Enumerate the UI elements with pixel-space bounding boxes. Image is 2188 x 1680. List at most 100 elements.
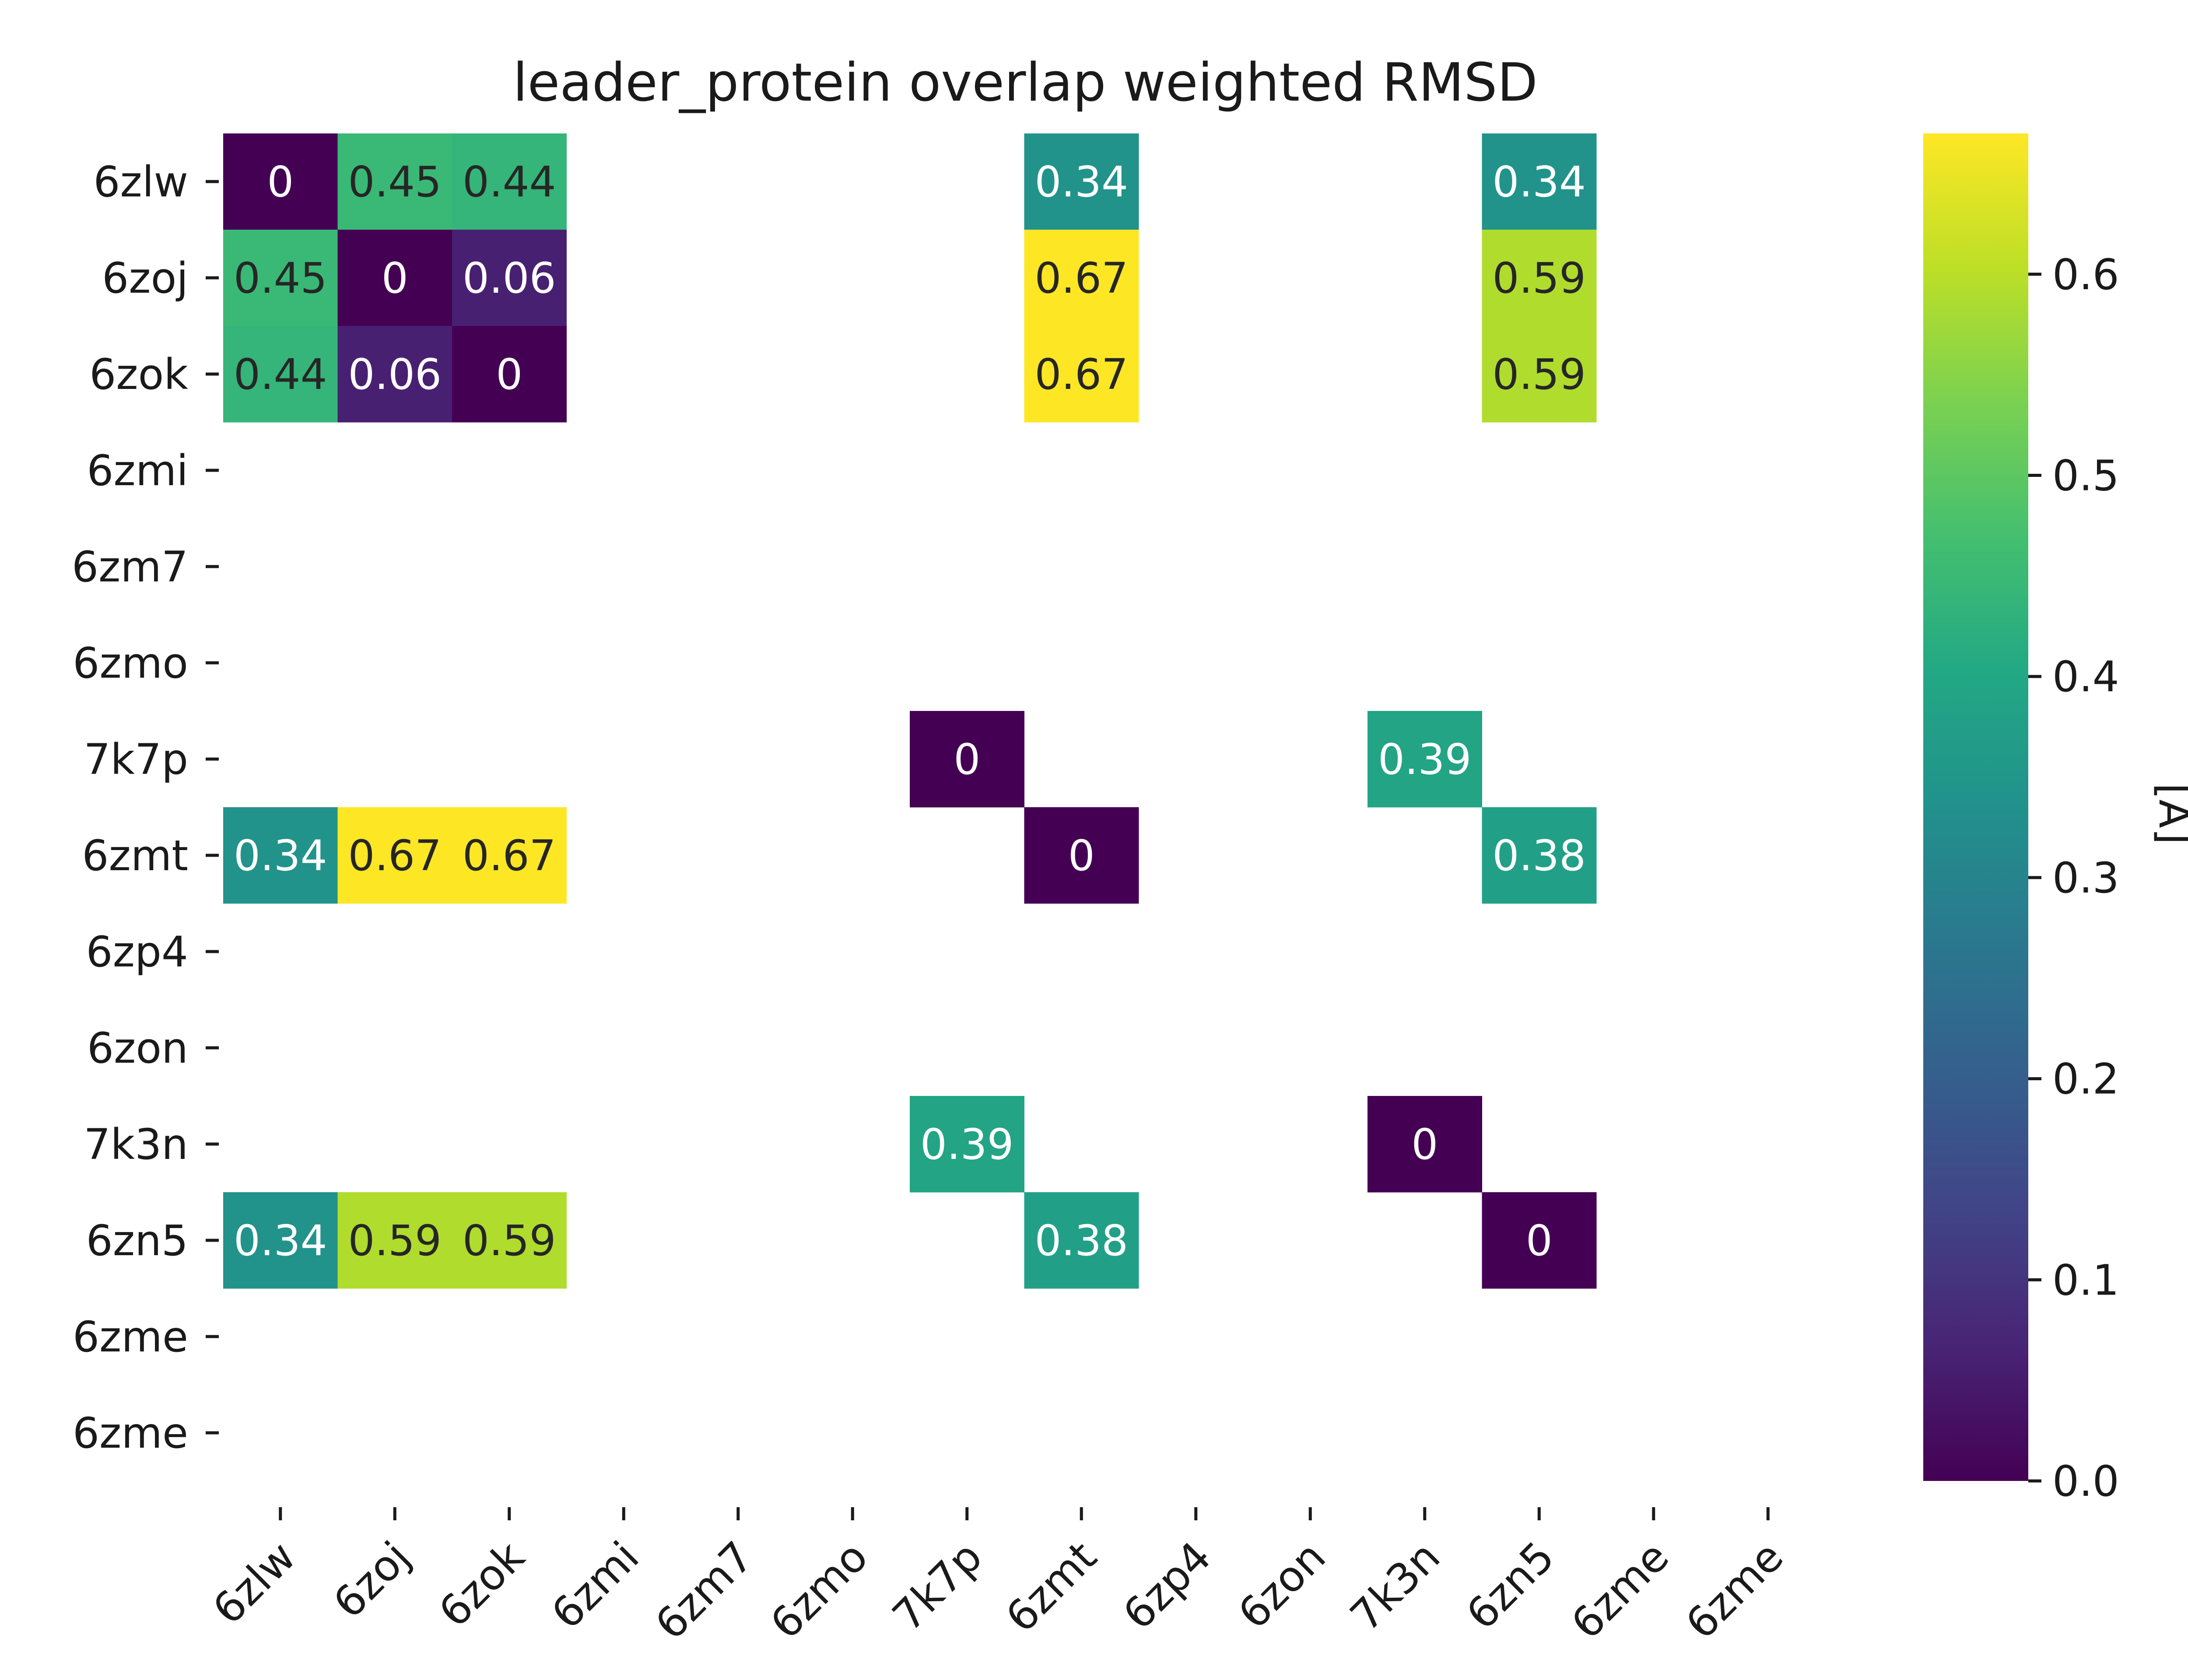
y-tick-label: 6zon [87,1024,188,1073]
heatmap-cell [452,230,567,326]
cell-value-label: 0.39 [1378,735,1472,784]
heatmap-cell [1482,133,1597,230]
cell-value-label: 0.06 [348,350,442,399]
cell-value-label: 0.44 [463,158,556,206]
heatmap-cell [910,1096,1024,1193]
x-tick-label: 6zon [1229,1532,1335,1638]
y-tick-label: 6zme [73,1409,188,1458]
x-tick-label: 6zmi [542,1532,649,1638]
y-tick-label: 6zm7 [72,542,188,592]
cell-value-label: 0.59 [1492,254,1586,303]
cell-value-label: 0 [267,158,294,206]
heatmap-cell [337,807,452,904]
cell-value-label: 0.67 [348,831,442,880]
x-tick-label: 6zmo [761,1532,877,1648]
x-tick-label: 6zoj [324,1532,419,1628]
colorbar-label: [Å] [2149,783,2188,845]
heatmap-cell [337,230,452,326]
colorbar-tick-label: 0.3 [2052,854,2119,903]
y-tick-label: 6zmi [87,446,188,495]
cell-value-label: 0.67 [463,831,556,880]
heatmap-cells [223,133,1597,1289]
colorbar-tick-label: 0.0 [2052,1457,2119,1506]
x-tick-label: 6zme [1562,1532,1678,1648]
cell-value-label: 0.34 [234,1216,327,1265]
heatmap-cell [1024,807,1139,904]
heatmap-cell [1368,1096,1482,1193]
heatmap-cell [452,133,567,230]
x-tick-label: 6zlw [203,1532,305,1634]
cell-value-label: 0.38 [1492,831,1586,880]
heatmap-cell [337,1192,452,1289]
heatmap-cell [1482,807,1597,904]
colorbar-tick-label: 0.6 [2052,250,2119,299]
chart-title: leader_protein overlap weighted RMSD [513,52,1538,113]
cell-value-label: 0.59 [463,1216,556,1265]
y-tick-label: 6zp4 [86,928,188,976]
heatmap-cell [1482,230,1597,326]
cell-value-label: 0.45 [348,158,442,206]
y-tick-label: 7k7p [84,735,188,784]
colorbar-tick-label: 0.5 [2052,451,2119,500]
heatmap-cell [223,230,338,326]
cell-value-label: 0.59 [1492,350,1586,399]
heatmap-cell [337,133,452,230]
heatmap-cell [1024,326,1139,423]
heatmap-cell [1482,326,1597,423]
y-tick-label: 6zn5 [86,1216,188,1265]
cell-value-label: 0.59 [348,1216,442,1265]
cell-value-label: 0.45 [234,254,327,303]
cell-value-label: 0.06 [463,254,556,303]
x-tick-label: 7k3n [1341,1532,1449,1641]
y-tick-label: 6zme [73,1312,188,1362]
heatmap-cell [1368,711,1482,808]
y-tick-label: 6zlw [93,158,188,206]
cell-value-label: 0.39 [920,1120,1014,1169]
cell-value-label: 0 [496,350,522,399]
heatmap-cell [452,326,567,423]
heatmap-cell [223,1192,338,1289]
y-tick-label: 6zoj [102,254,188,303]
cell-value-label: 0 [1068,831,1095,880]
heatmap-cell [1024,133,1139,230]
colorbar-ticks: 0.0 0.1 0.2 0.3 0.4 0.5 0.6 [2028,250,2119,1506]
heatmap-cell [1024,1192,1139,1289]
y-axis: 6zlw 6zoj 6zok 6zmi 6zm7 6zmo 7k7p 6zmt 6zp4 6zon… [72,158,219,1458]
cell-value-label: 0.34 [234,831,327,880]
heatmap-cell [910,711,1024,808]
x-tick-label: 6zok [429,1532,534,1637]
heatmap-cell [1482,1192,1597,1289]
cell-value-label: 0 [1411,1120,1438,1169]
cell-value-label: 0.67 [1034,254,1128,303]
x-tick-label: 6zp4 [1114,1532,1220,1639]
x-tick-label: 6zmt [996,1532,1106,1642]
x-tick-label: 6zme [1676,1532,1793,1648]
x-tick-label: 7k7p [883,1532,992,1641]
colorbar-tick-label: 0.2 [2052,1055,2119,1104]
cell-value-label: 0 [954,735,980,784]
y-tick-label: 6zmt [82,831,188,880]
cell-value-label: 0.38 [1034,1216,1128,1265]
colorbar: 0.0 0.1 0.2 0.3 0.4 0.5 0.6 [Å] [1923,133,2188,1506]
cell-value-label: 0 [1526,1216,1553,1265]
heatmap-cell-labels: 0 0.45 0.44 0.34 0.34 0.45 0 0.06 0.67 0.59 0.44 0.… [234,158,1586,1265]
x-tick-label: 6zm7 [646,1532,763,1649]
heatmap-cell [452,807,567,904]
x-tick-label: 6zn5 [1457,1532,1564,1639]
heatmap-cell [1024,230,1139,326]
y-tick-label: 7k3n [84,1120,188,1169]
heatmap-cell [452,1192,567,1289]
cell-value-label: 0.34 [1492,158,1586,206]
colorbar-gradient [1923,133,2028,1481]
y-tick-label: 6zmo [73,639,188,688]
cell-value-label: 0 [382,254,408,303]
heatmap-cell [337,326,452,423]
heatmap-cell [223,807,338,904]
colorbar-tick-label: 0.1 [2052,1256,2119,1305]
heatmap-cell [223,133,338,230]
cell-value-label: 0.44 [234,350,327,399]
cell-value-label: 0.34 [1034,158,1128,206]
y-tick-label: 6zok [89,350,188,399]
